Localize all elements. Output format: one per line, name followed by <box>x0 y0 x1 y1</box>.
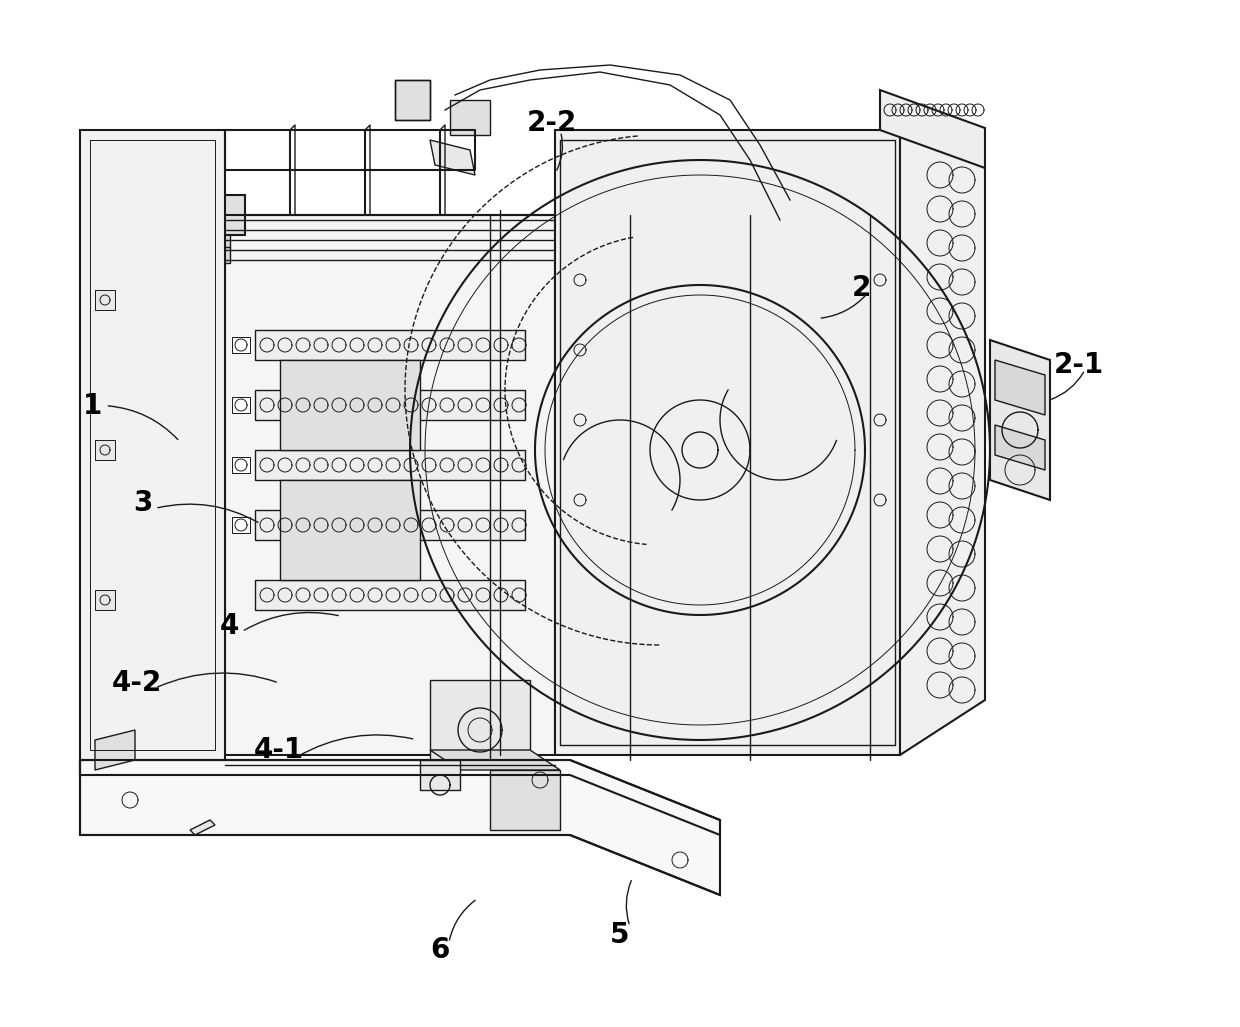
Polygon shape <box>255 450 525 480</box>
Polygon shape <box>210 248 229 263</box>
Polygon shape <box>95 589 115 610</box>
Polygon shape <box>95 730 135 770</box>
Text: 4: 4 <box>219 612 239 641</box>
Polygon shape <box>255 580 525 610</box>
Polygon shape <box>232 397 250 413</box>
Polygon shape <box>280 360 420 450</box>
Polygon shape <box>900 130 985 755</box>
Polygon shape <box>210 217 229 233</box>
Polygon shape <box>450 100 490 135</box>
Polygon shape <box>280 480 420 580</box>
Polygon shape <box>81 760 720 895</box>
Polygon shape <box>880 90 985 168</box>
Polygon shape <box>430 680 529 760</box>
Polygon shape <box>200 195 246 235</box>
Text: 4-2: 4-2 <box>112 669 161 697</box>
Polygon shape <box>490 770 560 830</box>
Polygon shape <box>255 390 525 420</box>
Text: 2-2: 2-2 <box>527 109 577 138</box>
Polygon shape <box>990 340 1050 500</box>
Polygon shape <box>255 330 525 360</box>
Text: 2: 2 <box>852 273 872 302</box>
Polygon shape <box>95 290 115 310</box>
Text: 6: 6 <box>430 936 450 964</box>
Polygon shape <box>994 360 1045 415</box>
Polygon shape <box>232 517 250 533</box>
Polygon shape <box>420 760 460 790</box>
Polygon shape <box>396 80 430 120</box>
Polygon shape <box>255 510 525 540</box>
Polygon shape <box>430 750 560 770</box>
Polygon shape <box>430 140 475 175</box>
Polygon shape <box>232 457 250 473</box>
Polygon shape <box>224 215 556 755</box>
Polygon shape <box>556 130 900 755</box>
Polygon shape <box>190 820 215 835</box>
Polygon shape <box>95 440 115 460</box>
Text: 3: 3 <box>133 489 153 518</box>
Polygon shape <box>994 425 1045 470</box>
Text: 5: 5 <box>610 920 630 949</box>
Text: 2-1: 2-1 <box>1054 350 1104 379</box>
Text: 1: 1 <box>83 391 103 420</box>
Text: 4-1: 4-1 <box>254 735 304 764</box>
Polygon shape <box>232 337 250 353</box>
Polygon shape <box>81 130 224 760</box>
Polygon shape <box>210 232 229 248</box>
